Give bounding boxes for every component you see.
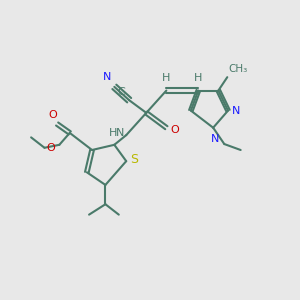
- Text: O: O: [46, 143, 55, 153]
- Text: H: H: [109, 128, 117, 138]
- Text: N: N: [116, 128, 124, 138]
- Text: H: H: [162, 73, 170, 83]
- Text: N: N: [211, 134, 219, 144]
- Text: CH₃: CH₃: [229, 64, 248, 74]
- Text: O: O: [48, 110, 57, 120]
- Text: N: N: [232, 106, 240, 116]
- Text: O: O: [170, 125, 179, 135]
- Text: S: S: [130, 153, 138, 166]
- Text: H: H: [194, 73, 202, 83]
- Text: C: C: [118, 87, 125, 97]
- Text: N: N: [103, 72, 111, 82]
